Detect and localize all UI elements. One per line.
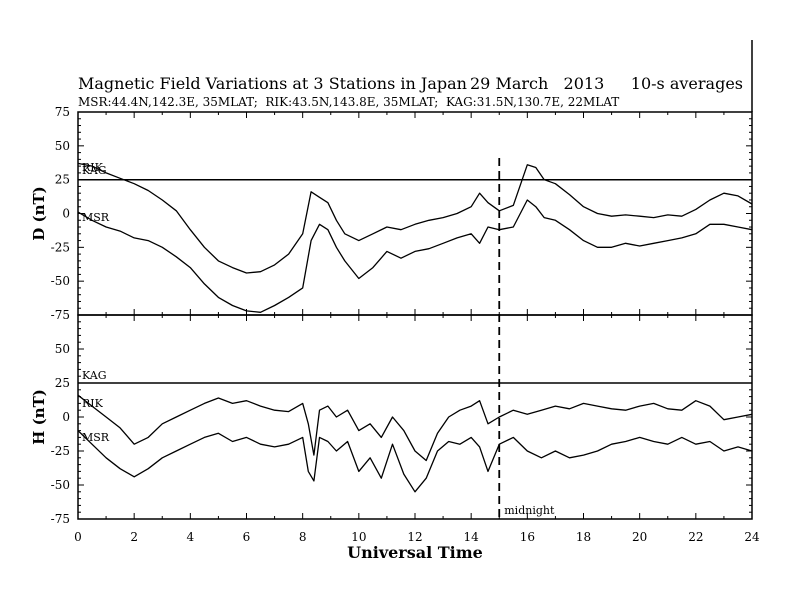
x-tick-label: 12: [407, 530, 422, 544]
series-line-msr: [77, 199, 753, 313]
x-tick-label: 24: [744, 530, 760, 544]
y-tick-label: 0: [62, 207, 70, 221]
x-tick-label: 4: [187, 530, 195, 544]
chart-averaging: 10-s averages: [631, 74, 743, 93]
y-tick-label: 50: [55, 342, 70, 356]
panel-frame-2: [77, 314, 753, 520]
station-label-msr: MSR: [82, 211, 110, 224]
x-tick-label: 10: [351, 530, 366, 544]
station-label-rik: RIK: [82, 161, 104, 174]
y-tick-label: 25: [55, 376, 70, 390]
y-tick-label: -25: [51, 444, 70, 458]
series-line-rik: [77, 394, 753, 462]
y-tick-label: 25: [55, 173, 70, 187]
x-tick-label: 2: [130, 530, 138, 544]
y-axis-label: D (nT): [30, 186, 48, 241]
x-tick-label: 22: [688, 530, 703, 544]
x-tick-label: 0: [74, 530, 82, 544]
x-tick-label: 6: [243, 530, 251, 544]
y-tick-label: -50: [51, 478, 70, 492]
station-label-msr: MSR: [82, 431, 110, 444]
y-tick-label: -75: [51, 512, 70, 526]
y-axis-label: H (nT): [30, 389, 48, 445]
x-tick-label: 8: [299, 530, 307, 544]
station-label-kag: KAG: [82, 369, 107, 382]
x-tick-label: 18: [576, 530, 591, 544]
x-tick-label: 14: [464, 530, 480, 544]
x-axis-label: Universal Time: [347, 543, 483, 562]
y-tick-label: -50: [51, 274, 70, 288]
y-tick-label: -75: [51, 308, 70, 322]
station-label-rik: RIK: [82, 397, 104, 410]
x-tick-label: 20: [632, 530, 647, 544]
y-tick-label: 75: [55, 105, 70, 119]
chart-subtitle: MSR:44.4N,142.3E, 35MLAT; RIK:43.5N,143.…: [78, 95, 619, 109]
chart-date: 29 March 2013: [470, 74, 604, 93]
chart-title: Magnetic Field Variations at 3 Stations …: [78, 74, 467, 93]
midnight-label: midnight: [504, 504, 555, 517]
series-line-rik: [77, 162, 753, 274]
y-tick-label: 50: [55, 139, 70, 153]
x-tick-label: 16: [520, 530, 535, 544]
y-tick-label: -25: [51, 240, 70, 254]
y-tick-label: 0: [62, 410, 70, 424]
station-label-kag: KAG: [82, 164, 107, 177]
series-line-msr: [77, 430, 753, 493]
